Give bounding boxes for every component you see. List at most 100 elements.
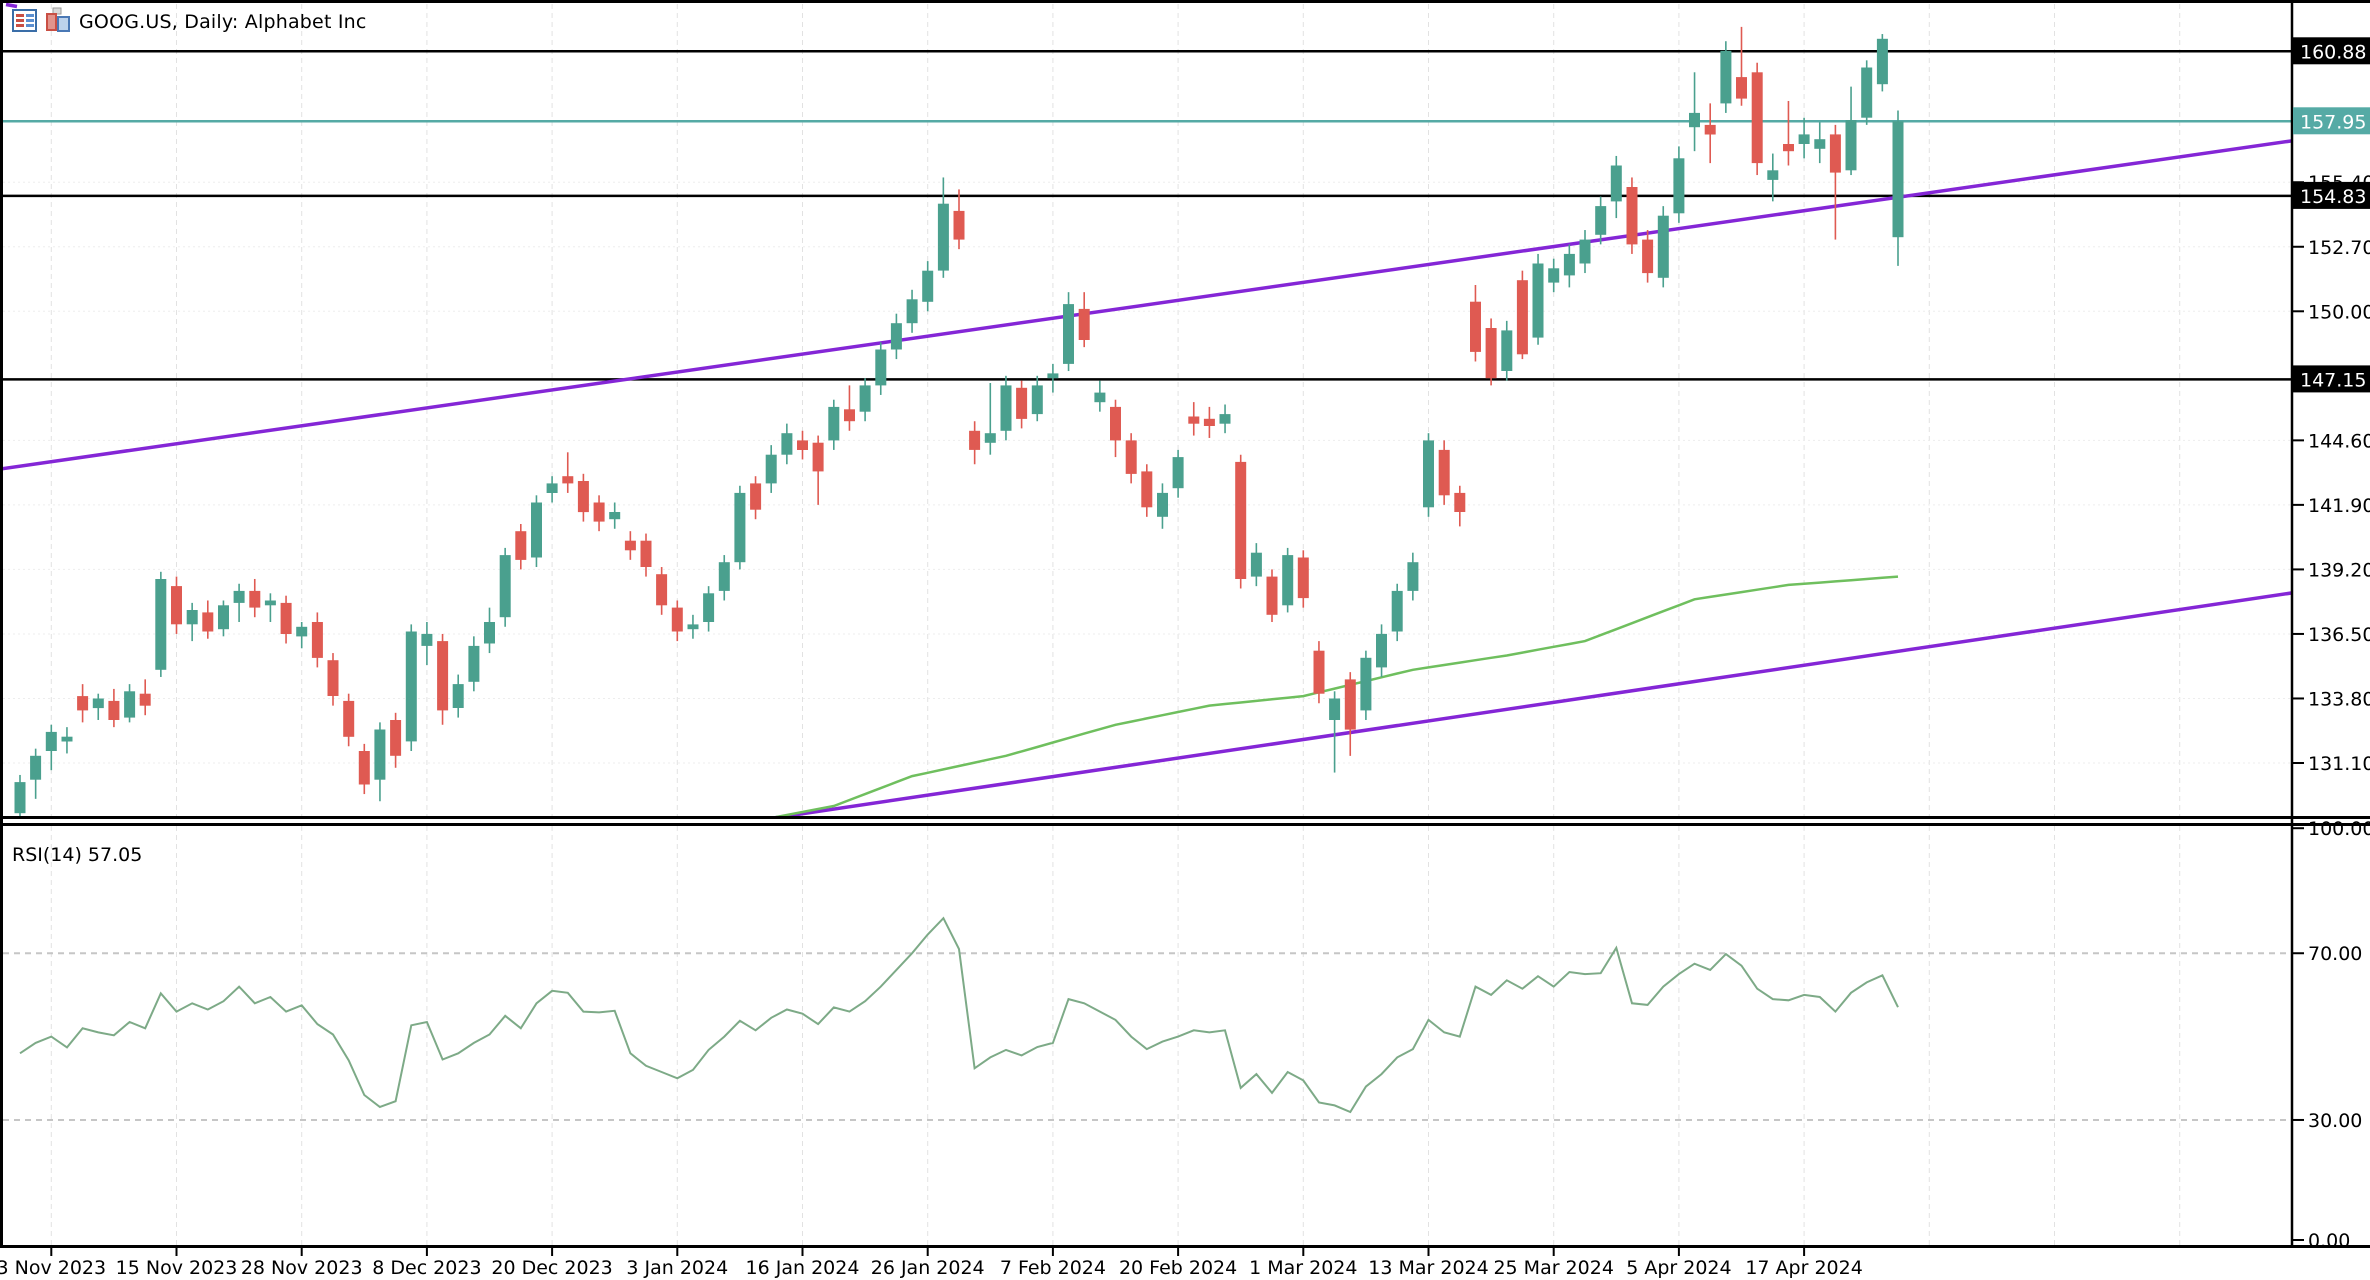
trend-channel-lines[interactable] xyxy=(0,130,2370,933)
candle[interactable] xyxy=(45,731,57,751)
candle[interactable] xyxy=(280,602,292,634)
candle[interactable] xyxy=(186,610,198,625)
candle[interactable] xyxy=(1376,633,1387,668)
candle[interactable] xyxy=(484,622,495,644)
candle[interactable] xyxy=(906,299,918,324)
price-axis[interactable]: 155.40152.70150.00144.60141.90139.20136.… xyxy=(2292,37,2370,1252)
candlestick-chart-icon[interactable] xyxy=(45,7,71,37)
candle[interactable] xyxy=(1344,679,1356,730)
candle[interactable] xyxy=(1454,492,1466,512)
candle[interactable] xyxy=(468,645,480,682)
candle[interactable] xyxy=(718,562,730,591)
candle[interactable] xyxy=(1579,239,1591,264)
candle[interactable] xyxy=(1157,492,1168,517)
candle[interactable] xyxy=(656,574,668,606)
candle[interactable] xyxy=(1078,308,1090,340)
sma-line[interactable] xyxy=(771,575,1899,818)
candle[interactable] xyxy=(531,502,542,558)
candle[interactable] xyxy=(437,641,449,711)
candle[interactable] xyxy=(499,555,511,618)
candle[interactable] xyxy=(390,720,402,756)
candle[interactable] xyxy=(1110,406,1121,441)
candle[interactable] xyxy=(218,605,229,630)
candle[interactable] xyxy=(405,631,417,742)
candle[interactable] xyxy=(1297,557,1309,599)
candle[interactable] xyxy=(358,751,370,785)
candle[interactable] xyxy=(1783,144,1794,152)
candle[interactable] xyxy=(1720,50,1732,104)
candle[interactable] xyxy=(828,406,840,441)
candle[interactable] xyxy=(687,624,699,630)
candle[interactable] xyxy=(108,700,120,720)
candle[interactable] xyxy=(1736,77,1747,99)
candle[interactable] xyxy=(1861,67,1873,118)
candle[interactable] xyxy=(1047,373,1059,379)
candle[interactable] xyxy=(1876,38,1888,85)
candle[interactable] xyxy=(1501,330,1513,371)
candle[interactable] xyxy=(703,593,715,622)
candle[interactable] xyxy=(452,684,464,708)
chart-list-icon[interactable] xyxy=(12,8,37,37)
candle[interactable] xyxy=(124,691,136,718)
candle[interactable] xyxy=(14,782,26,814)
candle[interactable] xyxy=(750,483,762,510)
candle[interactable] xyxy=(30,755,42,780)
candle[interactable] xyxy=(249,590,261,608)
candle[interactable] xyxy=(515,531,527,560)
candle[interactable] xyxy=(61,736,73,742)
candle[interactable] xyxy=(264,600,276,606)
candle[interactable] xyxy=(937,203,949,271)
candle[interactable] xyxy=(1563,253,1575,276)
candle[interactable] xyxy=(1610,165,1622,202)
candle[interactable] xyxy=(765,454,777,484)
candle[interactable] xyxy=(1532,263,1544,338)
rsi-line[interactable] xyxy=(19,916,1899,1114)
candle[interactable] xyxy=(1391,590,1403,632)
candle[interactable] xyxy=(343,700,355,737)
candle[interactable] xyxy=(1626,187,1638,245)
candle[interactable] xyxy=(671,607,683,632)
candle[interactable] xyxy=(1845,120,1857,171)
candle[interactable] xyxy=(421,633,433,646)
candle[interactable] xyxy=(1016,387,1028,419)
candle[interactable] xyxy=(1141,471,1153,508)
candle[interactable] xyxy=(953,210,965,240)
candle[interactable] xyxy=(577,481,589,513)
candle[interactable] xyxy=(1031,385,1043,415)
candle[interactable] xyxy=(296,626,308,637)
candle[interactable] xyxy=(844,409,855,422)
candle[interactable] xyxy=(1329,698,1341,721)
time-axis[interactable]: 3 Nov 2023 15 Nov 2023 28 Nov 2023 8 Dec 20… xyxy=(0,1246,1863,1279)
candle[interactable] xyxy=(1689,112,1700,128)
candle[interactable] xyxy=(1798,134,1810,144)
candle[interactable] xyxy=(1829,134,1841,173)
candle[interactable] xyxy=(139,693,151,706)
candle[interactable] xyxy=(562,476,574,484)
candle[interactable] xyxy=(1313,650,1325,694)
candle[interactable] xyxy=(171,586,182,625)
candle[interactable] xyxy=(1595,206,1607,235)
candle[interactable] xyxy=(202,612,214,632)
candle[interactable] xyxy=(1892,121,1904,238)
candle[interactable] xyxy=(1814,139,1826,149)
candle[interactable] xyxy=(327,660,339,696)
candle[interactable] xyxy=(1219,414,1231,424)
candle[interactable] xyxy=(1282,555,1294,606)
candle[interactable] xyxy=(1094,392,1106,403)
candle[interactable] xyxy=(1360,657,1372,711)
candle[interactable] xyxy=(233,590,245,603)
candle[interactable] xyxy=(1125,440,1137,474)
candle[interactable] xyxy=(1673,158,1685,214)
candle[interactable] xyxy=(1407,562,1419,591)
candle[interactable] xyxy=(859,385,871,412)
price-level-lines[interactable] xyxy=(3,50,2291,381)
candle[interactable] xyxy=(624,540,636,551)
candle[interactable] xyxy=(1423,440,1434,508)
candle[interactable] xyxy=(1751,72,1763,164)
candle[interactable] xyxy=(1767,170,1779,180)
candle[interactable] xyxy=(593,502,605,522)
candle[interactable] xyxy=(640,540,652,567)
candle[interactable] xyxy=(1188,416,1200,424)
candle[interactable] xyxy=(812,442,824,472)
